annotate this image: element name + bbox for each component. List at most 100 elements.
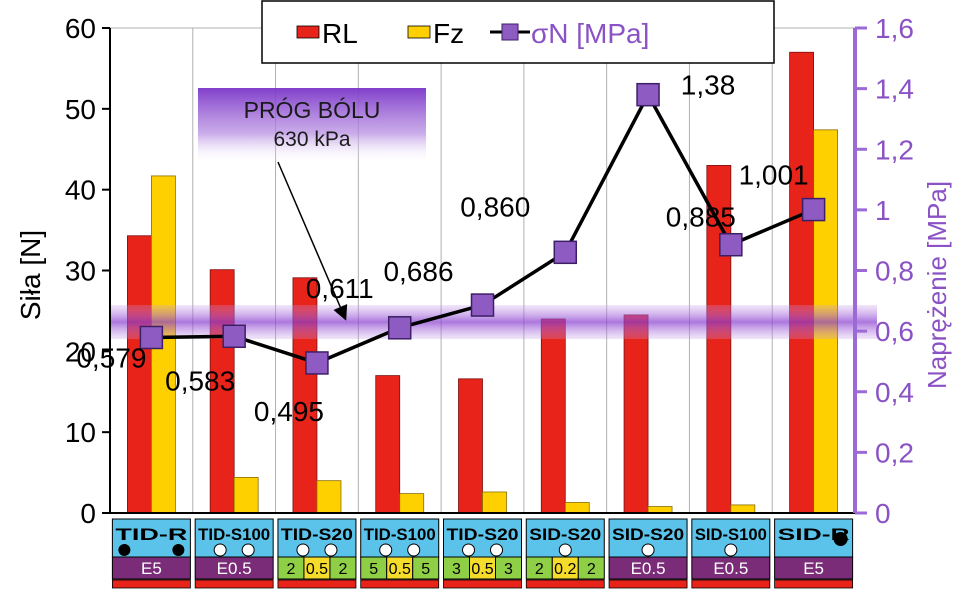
y2-tick-label: 1,6 bbox=[875, 13, 914, 44]
category-name: SID-R bbox=[778, 525, 850, 544]
axes: 0 10 20 30 40 50 60 0 0,2 0,4 0,6 0,8 1 1,2 1,4 1,6 bbox=[65, 13, 914, 529]
bar-fz bbox=[233, 477, 259, 514]
category-bottom-label: E0.5 bbox=[217, 559, 252, 578]
y-tick-label: 0 bbox=[80, 498, 96, 529]
category-bottom bbox=[608, 556, 688, 580]
category-red-strip bbox=[774, 579, 854, 589]
white-dot-icon bbox=[462, 543, 475, 557]
white-dot-icon bbox=[296, 543, 310, 557]
bar-rl bbox=[126, 235, 152, 514]
y2-tick-label: 0,2 bbox=[875, 437, 914, 468]
category-bottom-label: 2 bbox=[535, 561, 544, 578]
white-dot-icon bbox=[724, 543, 738, 557]
category-red-strip bbox=[277, 579, 357, 589]
category-name: TID-S100 bbox=[198, 525, 270, 544]
y-tick-label: 10 bbox=[65, 417, 96, 448]
y-tick-label: 20 bbox=[65, 336, 96, 367]
stress-point bbox=[553, 240, 578, 265]
category-bottom-label: 5 bbox=[421, 561, 430, 578]
category-name: SID-S20 bbox=[612, 525, 684, 544]
threshold-label-box bbox=[198, 88, 426, 164]
legend-swatch-fz bbox=[407, 25, 431, 39]
stress-point bbox=[139, 325, 164, 350]
y2-tick-label: 1,2 bbox=[875, 134, 914, 165]
category-red-strip bbox=[443, 579, 522, 589]
stress-label: 1,001 bbox=[739, 160, 809, 191]
category-box: SID-S20 E0.5 bbox=[608, 518, 688, 589]
bar-rl bbox=[375, 375, 401, 514]
category-box: TID-S100 5 0.5 5 bbox=[360, 518, 440, 589]
category-bottom-label: E5 bbox=[141, 559, 162, 578]
category-bottom-label: 2 bbox=[338, 561, 347, 578]
category-box: SID-S20 2 0.2 2 bbox=[525, 518, 605, 589]
category-name: SID-S20 bbox=[529, 525, 601, 544]
category-red-strip bbox=[194, 579, 274, 589]
y-tick-label: 50 bbox=[65, 94, 96, 125]
stress-point bbox=[470, 293, 495, 317]
category-red-strip bbox=[360, 579, 440, 589]
bar-rl bbox=[458, 378, 483, 514]
legend-label-stress: σN [MPa] bbox=[531, 18, 649, 49]
category-bottom-label: E5 bbox=[803, 559, 824, 578]
category-name: TID-S20 bbox=[447, 525, 519, 544]
y2-tick-label: 0,8 bbox=[875, 256, 914, 287]
stress-label: 0,885 bbox=[666, 202, 736, 233]
stress-label: 1,38 bbox=[681, 70, 736, 101]
y-tick-label: 60 bbox=[65, 13, 96, 44]
category-name: TID-S100 bbox=[364, 525, 436, 544]
category-bottom-label: 2 bbox=[587, 561, 596, 578]
y2-tick-label: 0,6 bbox=[875, 316, 914, 347]
white-dot-icon bbox=[641, 543, 655, 557]
threshold-annotation: PRÓG BÓLU 630 kPa bbox=[198, 88, 426, 321]
category-box: TID-R E5 bbox=[111, 518, 191, 589]
category-name: TID-S20 bbox=[281, 525, 353, 544]
bar-rl bbox=[540, 318, 566, 514]
category-box: TID-S20 3 0.5 3 bbox=[443, 518, 522, 589]
bar-fz bbox=[564, 502, 590, 514]
category-bottom-label: 0.2 bbox=[554, 561, 576, 578]
category-bottom-label: 0.5 bbox=[306, 561, 328, 578]
stress-point bbox=[719, 232, 743, 257]
y-tick-label: 30 bbox=[65, 256, 96, 287]
bar-rl bbox=[623, 314, 649, 514]
stress-point bbox=[801, 197, 826, 222]
white-dot-icon bbox=[324, 543, 338, 557]
stress-point bbox=[636, 82, 660, 107]
white-dot-icon bbox=[241, 543, 255, 557]
category-top bbox=[443, 518, 522, 558]
y2-tick-label: 1 bbox=[875, 195, 891, 226]
legend: RL Fz σN [MPa] bbox=[261, 0, 775, 64]
stress-label: 0,686 bbox=[383, 256, 453, 287]
y-tick-label: 40 bbox=[65, 175, 96, 206]
category-top bbox=[194, 518, 274, 558]
white-dot-icon bbox=[213, 543, 227, 557]
category-box: TID-S20 2 0.5 2 bbox=[277, 518, 357, 589]
category-bottom-label: E0.5 bbox=[631, 559, 666, 578]
stress-label: 0,495 bbox=[254, 396, 324, 427]
category-bottom-cell bbox=[495, 556, 522, 580]
bar-fz bbox=[730, 504, 756, 514]
category-name: SID-S100 bbox=[695, 525, 767, 544]
stress-point bbox=[387, 316, 412, 340]
bar-fz bbox=[482, 491, 507, 514]
category-bottom-cell bbox=[577, 556, 605, 580]
category-bottom-label: 5 bbox=[369, 561, 378, 578]
threshold-arrow bbox=[277, 161, 348, 321]
stress-label: 0,860 bbox=[460, 191, 530, 222]
category-bottom-label: 2 bbox=[286, 561, 295, 578]
black-dot-icon bbox=[118, 544, 131, 556]
y2-tick-label: 0,4 bbox=[875, 377, 914, 408]
legend-label-rl: RL bbox=[322, 18, 358, 49]
category-box: SID-R E5 bbox=[774, 518, 854, 589]
category-bottom-label: E0.5 bbox=[713, 559, 748, 578]
category-bottom-label: 3 bbox=[452, 561, 461, 578]
category-bottom bbox=[111, 556, 191, 580]
category-boxes: TID-R E5 TID-S100 E0.5 TID-S20 2 0.5 2 TID-S100 5… bbox=[111, 518, 854, 589]
y2-tick-label: 1,4 bbox=[875, 74, 914, 105]
stress-line: 0,579 0,583 0,495 0,611 0,686 0,860 1,38 0,8851… bbox=[76, 70, 826, 427]
legend-swatch-rl bbox=[296, 25, 320, 39]
y-axis-label: Siła [N] bbox=[15, 230, 46, 320]
bar-fz bbox=[316, 480, 342, 514]
stress-point bbox=[222, 324, 246, 349]
y2-axis-label: Naprężenie [MPa] bbox=[922, 181, 952, 389]
